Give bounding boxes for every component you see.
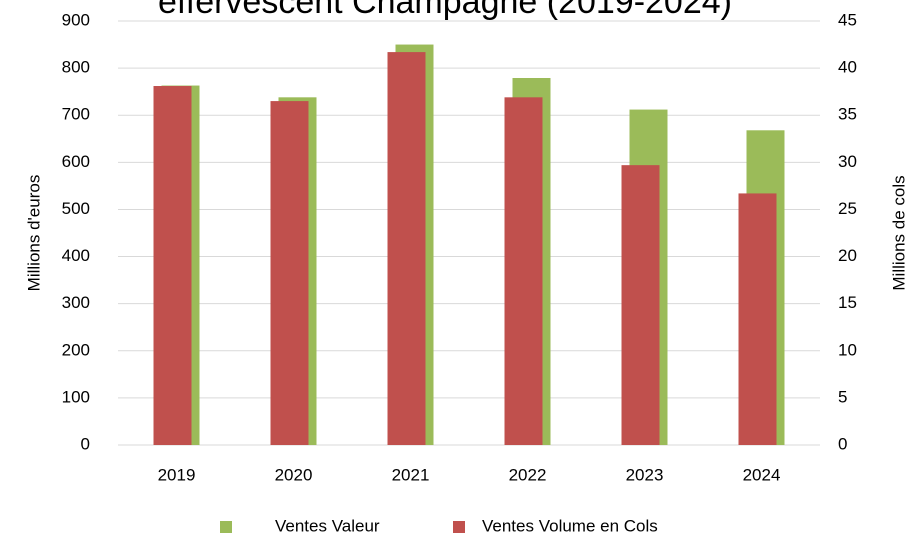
x-tick-label: 2022 xyxy=(509,465,547,484)
y-axis-label: Millions d'euros xyxy=(24,175,43,292)
y2-tick-label: 30 xyxy=(838,152,857,171)
y-tick-label: 800 xyxy=(62,58,90,77)
y-tick-label: 400 xyxy=(62,246,90,265)
y2-tick-label: 15 xyxy=(838,293,857,312)
bar xyxy=(738,193,777,445)
bar xyxy=(621,165,660,445)
legend-label: Ventes Valeur xyxy=(275,516,380,535)
y-tick-label: 100 xyxy=(62,387,90,406)
x-tick-label: 2024 xyxy=(743,465,781,484)
y2-tick-label: 20 xyxy=(838,246,857,265)
legend-swatch xyxy=(220,521,232,533)
bar xyxy=(387,52,426,446)
y-tick-label: 300 xyxy=(62,293,90,312)
bar xyxy=(153,86,192,445)
bar xyxy=(270,101,309,445)
x-tick-label: 2023 xyxy=(626,465,664,484)
bar xyxy=(504,97,543,445)
y-tick-label: 0 xyxy=(81,434,90,453)
chart-title: effervescent Champagne (2019-2024) xyxy=(158,0,732,21)
y2-tick-label: 35 xyxy=(838,105,857,124)
y-tick-label: 900 xyxy=(62,10,90,29)
y2-tick-label: 0 xyxy=(838,434,847,453)
x-tick-label: 2020 xyxy=(275,465,313,484)
y-tick-label: 500 xyxy=(62,199,90,218)
legend-swatch xyxy=(453,521,465,533)
y-tick-label: 700 xyxy=(62,105,90,124)
y2-tick-label: 10 xyxy=(838,340,857,359)
legend-label: Ventes Volume en Cols xyxy=(482,516,658,535)
y2-tick-label: 5 xyxy=(838,387,847,406)
y2-axis-label: Millions de cols xyxy=(889,175,908,290)
x-tick-label: 2021 xyxy=(392,465,430,484)
y2-tick-label: 25 xyxy=(838,199,857,218)
y-tick-label: 600 xyxy=(62,152,90,171)
y2-tick-label: 40 xyxy=(838,58,857,77)
y2-tick-label: 45 xyxy=(838,10,857,29)
y-tick-label: 200 xyxy=(62,340,90,359)
x-tick-label: 2019 xyxy=(158,465,196,484)
